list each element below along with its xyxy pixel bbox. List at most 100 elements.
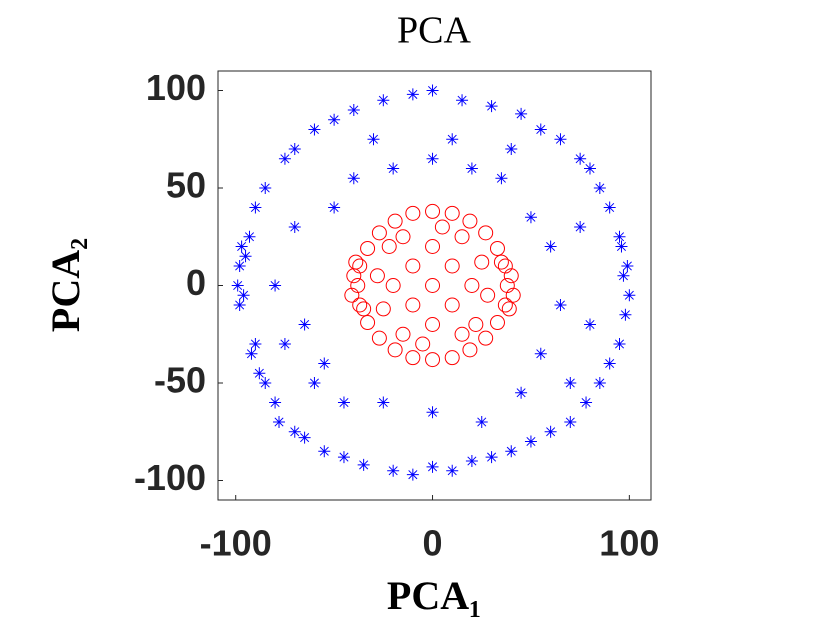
point (499, 278, 515, 293)
point (426, 152, 439, 165)
point (583, 318, 596, 331)
point (298, 318, 311, 331)
point (534, 123, 547, 136)
point (298, 431, 311, 444)
point (328, 201, 341, 214)
x-tick-label: 100 (599, 523, 659, 564)
point (480, 287, 496, 303)
point (613, 338, 626, 350)
point (288, 221, 301, 233)
point (249, 338, 262, 350)
point (515, 386, 528, 399)
point (231, 279, 244, 292)
point (371, 225, 387, 241)
point (426, 406, 439, 419)
point (278, 152, 291, 165)
point (615, 240, 628, 253)
point (233, 299, 246, 311)
point (405, 350, 421, 366)
point (444, 258, 460, 274)
point (350, 278, 366, 293)
point (377, 396, 390, 409)
point (318, 445, 331, 458)
point (425, 352, 441, 368)
point (505, 287, 521, 303)
point (337, 451, 350, 464)
point (493, 254, 509, 270)
point (478, 330, 494, 346)
point (239, 250, 252, 263)
point (574, 221, 587, 233)
point (465, 455, 478, 467)
point (580, 396, 593, 409)
y-tick-label: 100 (146, 67, 206, 108)
point (425, 317, 441, 332)
point (495, 172, 508, 185)
point (464, 278, 480, 293)
point (603, 357, 616, 370)
point (375, 301, 391, 317)
point (387, 342, 403, 358)
point (387, 464, 400, 477)
point (554, 133, 567, 146)
x-tick-label: -100 (200, 523, 272, 564)
y-tick-label: -50 (154, 360, 206, 401)
point (485, 451, 498, 464)
point (593, 182, 606, 194)
point (259, 377, 272, 389)
point (237, 289, 250, 302)
point (485, 100, 498, 113)
point (395, 326, 411, 342)
point (478, 225, 494, 241)
point (371, 330, 387, 346)
point (613, 230, 626, 243)
point (497, 258, 513, 274)
point (583, 162, 596, 175)
y-axis-label: PCA₂ (43, 238, 88, 332)
point (318, 357, 331, 370)
point (474, 254, 490, 270)
point (346, 268, 362, 284)
y-tick-label: 50 (166, 165, 206, 206)
point (564, 377, 577, 389)
point (621, 260, 634, 272)
point (347, 104, 360, 116)
point (360, 240, 376, 256)
point (344, 287, 360, 303)
point (369, 268, 385, 284)
point (475, 416, 488, 428)
point (444, 297, 460, 313)
x-axis-label: PCA₁ (387, 573, 481, 618)
point (497, 297, 513, 313)
point (278, 338, 291, 350)
point (524, 435, 537, 448)
point (444, 350, 460, 366)
point (356, 301, 372, 317)
point (623, 289, 636, 302)
point (387, 162, 400, 175)
point (253, 367, 266, 380)
point (505, 445, 518, 458)
y-tick-label: -100 (134, 457, 206, 498)
point (385, 278, 401, 293)
point (425, 239, 441, 254)
point (249, 201, 262, 214)
point (456, 94, 469, 107)
point (308, 123, 321, 136)
point (503, 268, 519, 284)
point (524, 211, 537, 224)
point (288, 425, 301, 438)
point (273, 416, 286, 428)
point (426, 84, 439, 97)
point (554, 299, 567, 311)
point (357, 458, 370, 471)
point (446, 464, 459, 477)
plot-frame (217, 70, 652, 501)
point (593, 377, 606, 389)
point (245, 347, 258, 360)
point (465, 162, 478, 175)
point (415, 336, 431, 352)
point (337, 396, 350, 409)
point (406, 468, 419, 481)
